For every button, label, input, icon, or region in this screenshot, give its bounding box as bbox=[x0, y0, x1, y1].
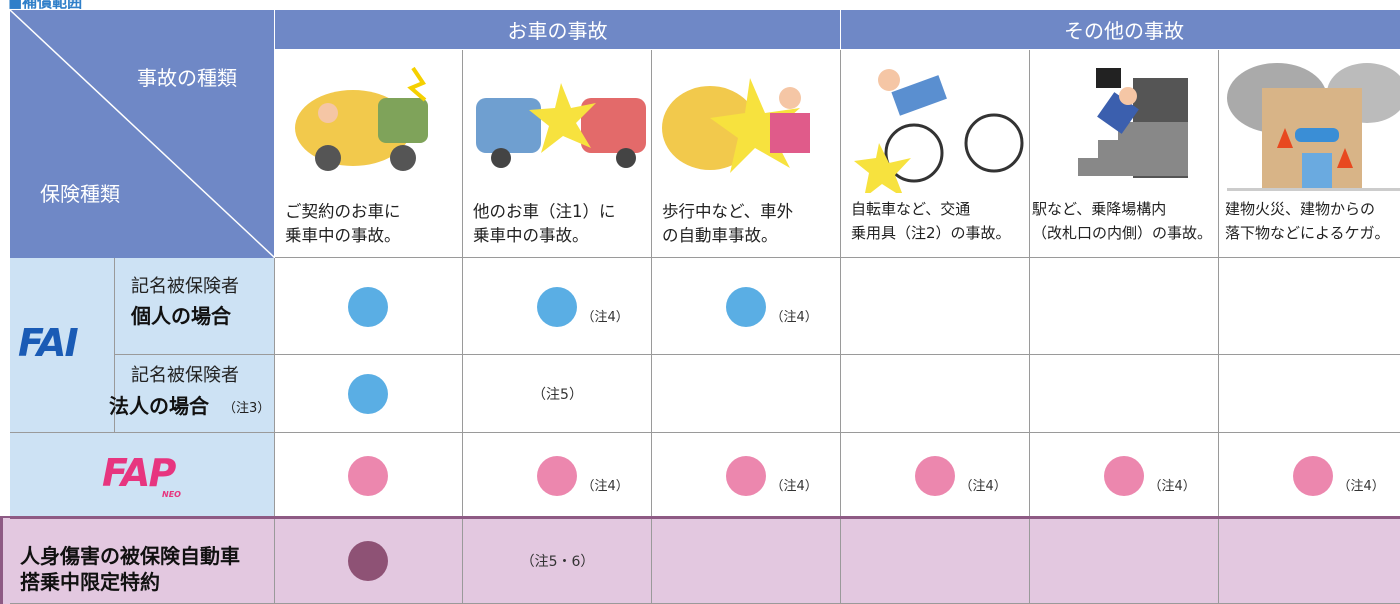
row-label-main: 法人の場合 bbox=[109, 394, 209, 418]
row-label-line: 記名被保険者 bbox=[131, 276, 239, 297]
coverage-cell bbox=[841, 258, 1030, 355]
fap-logo-sub: NEO bbox=[162, 490, 181, 499]
coverage-cell: （注4） bbox=[463, 433, 652, 518]
coverage-dot bbox=[725, 286, 766, 327]
coverage-cell bbox=[841, 518, 1030, 604]
accident-type-cell: 他のお車（注1）に 乗車中の事故。 bbox=[463, 50, 652, 258]
group-header: その他の事故 bbox=[841, 10, 1400, 50]
coverage-cell: （注5・6） bbox=[463, 518, 652, 604]
group-header: お車の事故 bbox=[275, 10, 841, 50]
accident-description: 自転車など、交通 bbox=[851, 200, 971, 218]
accident-type-cell: 駅など、乗降場構内 （改札口の内側）の事故。 bbox=[1030, 50, 1219, 258]
coverage-cell: （注4） bbox=[652, 258, 841, 355]
coverage-cell: （注4） bbox=[1030, 433, 1219, 518]
row-label-line: 記名被保険者 bbox=[131, 365, 239, 386]
fap-logo: FAP bbox=[102, 451, 176, 495]
illustration bbox=[662, 78, 810, 173]
fap-logo-cell: FAP NEO bbox=[10, 433, 275, 518]
illustration bbox=[476, 83, 646, 168]
coverage-cell bbox=[841, 355, 1030, 433]
illustration bbox=[1078, 68, 1188, 178]
coverage-cell: （注4） bbox=[841, 433, 1030, 518]
corner-top: 事故の種類 bbox=[137, 66, 237, 90]
coverage-cell bbox=[1030, 258, 1219, 355]
group-label: お車の事故 bbox=[507, 19, 608, 43]
accident-description: 乗車中の事故。 bbox=[473, 226, 589, 245]
coverage-cell: （注4） bbox=[1219, 433, 1400, 518]
illustration bbox=[854, 69, 1024, 193]
coverage-dot bbox=[1292, 455, 1333, 496]
coverage-cell bbox=[1030, 355, 1219, 433]
coverage-dot bbox=[1103, 455, 1144, 496]
fai-logo: FAI bbox=[18, 321, 79, 365]
coverage-cell bbox=[652, 518, 841, 604]
accident-description: 建物火災、建物からの bbox=[1225, 200, 1376, 218]
coverage-cell: （注4） bbox=[652, 433, 841, 518]
rider-label-cell: 人身傷害の被保険自動車 搭乗中限定特約 bbox=[10, 518, 275, 604]
illustration bbox=[295, 66, 428, 171]
coverage-note: （注4） bbox=[959, 478, 1007, 494]
accident-description: ご契約のお車に bbox=[285, 202, 401, 221]
coverage-note: （注5） bbox=[532, 387, 583, 403]
coverage-cell bbox=[652, 355, 841, 433]
coverage-note: （注4） bbox=[581, 478, 629, 494]
accident-description: （改札口の内側）の事故。 bbox=[1032, 224, 1213, 242]
row-label-main: 個人の場合 bbox=[131, 304, 231, 328]
coverage-dot bbox=[725, 455, 766, 496]
coverage-cell bbox=[275, 355, 463, 433]
coverage-cell bbox=[275, 518, 463, 604]
coverage-dot bbox=[914, 455, 955, 496]
illustration bbox=[1227, 63, 1400, 191]
coverage-dot bbox=[536, 286, 577, 327]
accident-description: 乗用具（注2）の事故。 bbox=[851, 224, 1011, 242]
row-label-cell: 記名被保険者法人の場合 （注3） bbox=[109, 355, 275, 433]
rider-label-line: 人身傷害の被保険自動車 bbox=[20, 544, 240, 568]
row-label-cell: 記名被保険者 個人の場合 bbox=[115, 258, 275, 355]
coverage-cell bbox=[1219, 518, 1400, 604]
accident-description: の自動車事故。 bbox=[662, 226, 778, 245]
group-label: その他の事故 bbox=[1064, 19, 1184, 43]
accident-description: 歩行中など、車外 bbox=[662, 202, 794, 221]
coverage-cell bbox=[275, 433, 463, 518]
fai-logo-cell: FAI bbox=[10, 258, 115, 433]
accident-type-cell: 自転車など、交通乗用具（注2）の事故。 bbox=[841, 50, 1030, 258]
accident-description: 乗車中の事故。 bbox=[285, 226, 401, 245]
accident-type-cell: 歩行中など、車外 の自動車事故。 bbox=[652, 50, 841, 258]
corner-bottom: 保険種類 bbox=[40, 182, 120, 206]
coverage-cell bbox=[275, 258, 463, 355]
coverage-note: （注4） bbox=[1337, 478, 1385, 494]
coverage-dot bbox=[348, 455, 388, 496]
corner-header: 事故の種類保険種類 bbox=[10, 10, 275, 258]
row-label-note: （注3） bbox=[223, 401, 271, 416]
left-border bbox=[0, 518, 10, 604]
coverage-cell bbox=[1030, 518, 1219, 604]
accident-type-cell: 建物火災、建物からの 落下物などによるケガ。 bbox=[1219, 50, 1400, 258]
coverage-note: （注5・6） bbox=[520, 554, 595, 570]
coverage-cell: （注4） bbox=[463, 258, 652, 355]
coverage-dot bbox=[348, 286, 388, 327]
coverage-dot bbox=[348, 374, 388, 414]
coverage-note: （注4） bbox=[770, 478, 818, 494]
accident-description: 他のお車（注1）に bbox=[473, 202, 616, 221]
coverage-note: （注4） bbox=[770, 309, 818, 325]
diagonal bbox=[10, 10, 275, 258]
accident-description: 駅など、乗降場構内 bbox=[1032, 200, 1167, 218]
coverage-cell: （注5） bbox=[463, 355, 652, 433]
rider-border bbox=[0, 516, 1400, 519]
accident-type-cell: ご契約のお車に 乗車中の事故。 bbox=[275, 50, 463, 258]
coverage-note: （注4） bbox=[581, 309, 629, 325]
coverage-dot bbox=[348, 541, 388, 581]
coverage-dot bbox=[536, 455, 577, 496]
section-title: ■補償範囲 bbox=[8, 0, 83, 11]
accident-description: 落下物などによるケガ。 bbox=[1225, 224, 1390, 242]
coverage-cell bbox=[1219, 355, 1400, 433]
coverage-cell bbox=[1219, 258, 1400, 355]
coverage-note: （注4） bbox=[1148, 478, 1196, 494]
rider-label-line: 搭乗中限定特約 bbox=[20, 570, 160, 594]
